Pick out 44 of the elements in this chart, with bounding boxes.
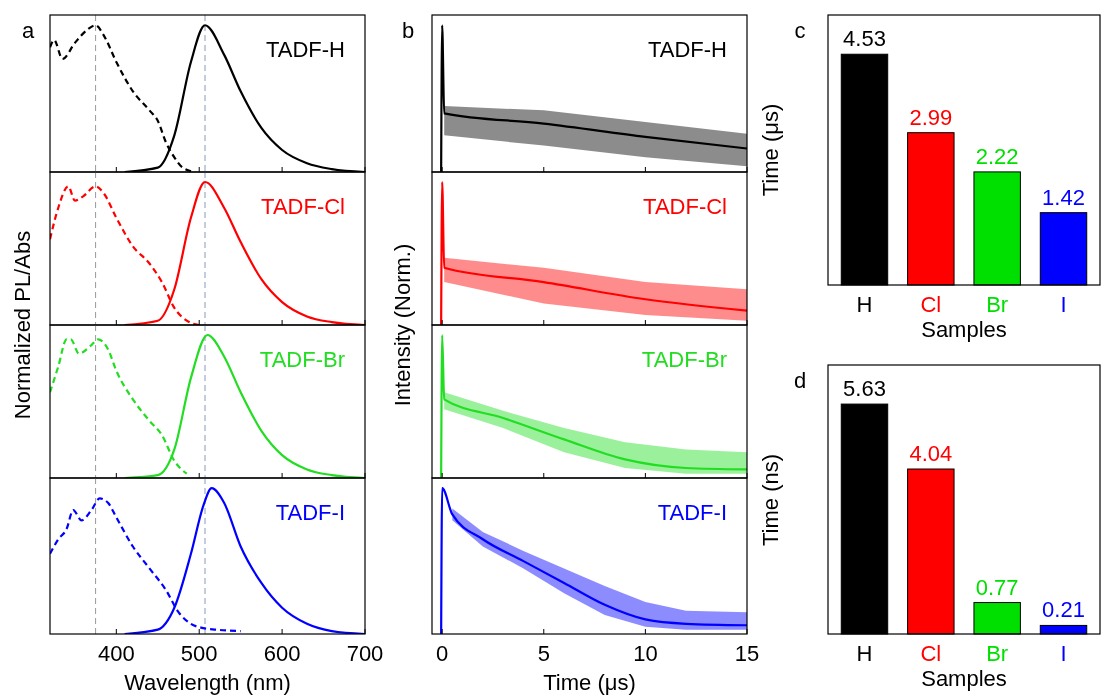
- chart-title: c: [794, 18, 806, 43]
- chart-title: d: [793, 368, 807, 393]
- data-label: 0.77: [975, 574, 1019, 600]
- x-axis-title: Wavelength (nm): [124, 670, 291, 695]
- y-axis-title: Normalized PL/Abs: [10, 230, 35, 420]
- y-axis-title: Time (ns): [758, 453, 783, 547]
- chart-title: a: [21, 18, 35, 43]
- x-tick-label: Cl: [920, 641, 942, 666]
- data-label: 4.53: [843, 26, 886, 52]
- x-tick-label: I: [1060, 292, 1067, 317]
- data-label: 1.42: [1042, 184, 1085, 210]
- data-label: 2.22: [975, 143, 1019, 169]
- x-tick-label: 10: [633, 641, 658, 666]
- annotation: TADF-Cl: [643, 194, 727, 219]
- x-tick-label: 15: [734, 641, 760, 666]
- x-tick-label: 600: [263, 641, 301, 666]
- x-tick-label: 700: [346, 641, 384, 666]
- data-label: 0.21: [1042, 597, 1085, 623]
- x-tick-label: H: [856, 292, 873, 317]
- annotation: TADF-Br: [641, 347, 727, 372]
- x-tick-label: 400: [97, 641, 135, 666]
- annotation: TADF-I: [275, 500, 345, 525]
- annotation: TADF-H: [647, 37, 727, 62]
- annotation: TADF-Br: [259, 347, 345, 372]
- x-axis-title: Time (μs): [543, 670, 636, 695]
- annotation: TADF-I: [657, 500, 727, 525]
- y-axis-title: Intensity (Norm.): [390, 243, 415, 407]
- x-tick-label: Cl: [920, 292, 942, 317]
- annotation: TADF-Cl: [261, 194, 345, 219]
- x-tick-label: 0: [436, 641, 449, 666]
- data-label: 2.99: [909, 104, 953, 130]
- x-tick-label: Br: [986, 292, 1009, 317]
- data-label: 5.63: [843, 376, 886, 402]
- annotation: TADF-H: [265, 37, 345, 62]
- data-label: 4.04: [909, 441, 953, 467]
- x-axis-title: Samples: [921, 317, 1007, 342]
- x-tick-label: H: [856, 641, 873, 666]
- x-axis-title: Samples: [921, 666, 1007, 691]
- x-tick-label: 5: [537, 641, 550, 666]
- chart-title: b: [401, 18, 415, 43]
- x-tick-label: 500: [180, 641, 218, 666]
- x-tick-label: Br: [986, 641, 1009, 666]
- x-tick-label: I: [1060, 641, 1067, 666]
- y-axis-title: Time (μs): [758, 103, 783, 197]
